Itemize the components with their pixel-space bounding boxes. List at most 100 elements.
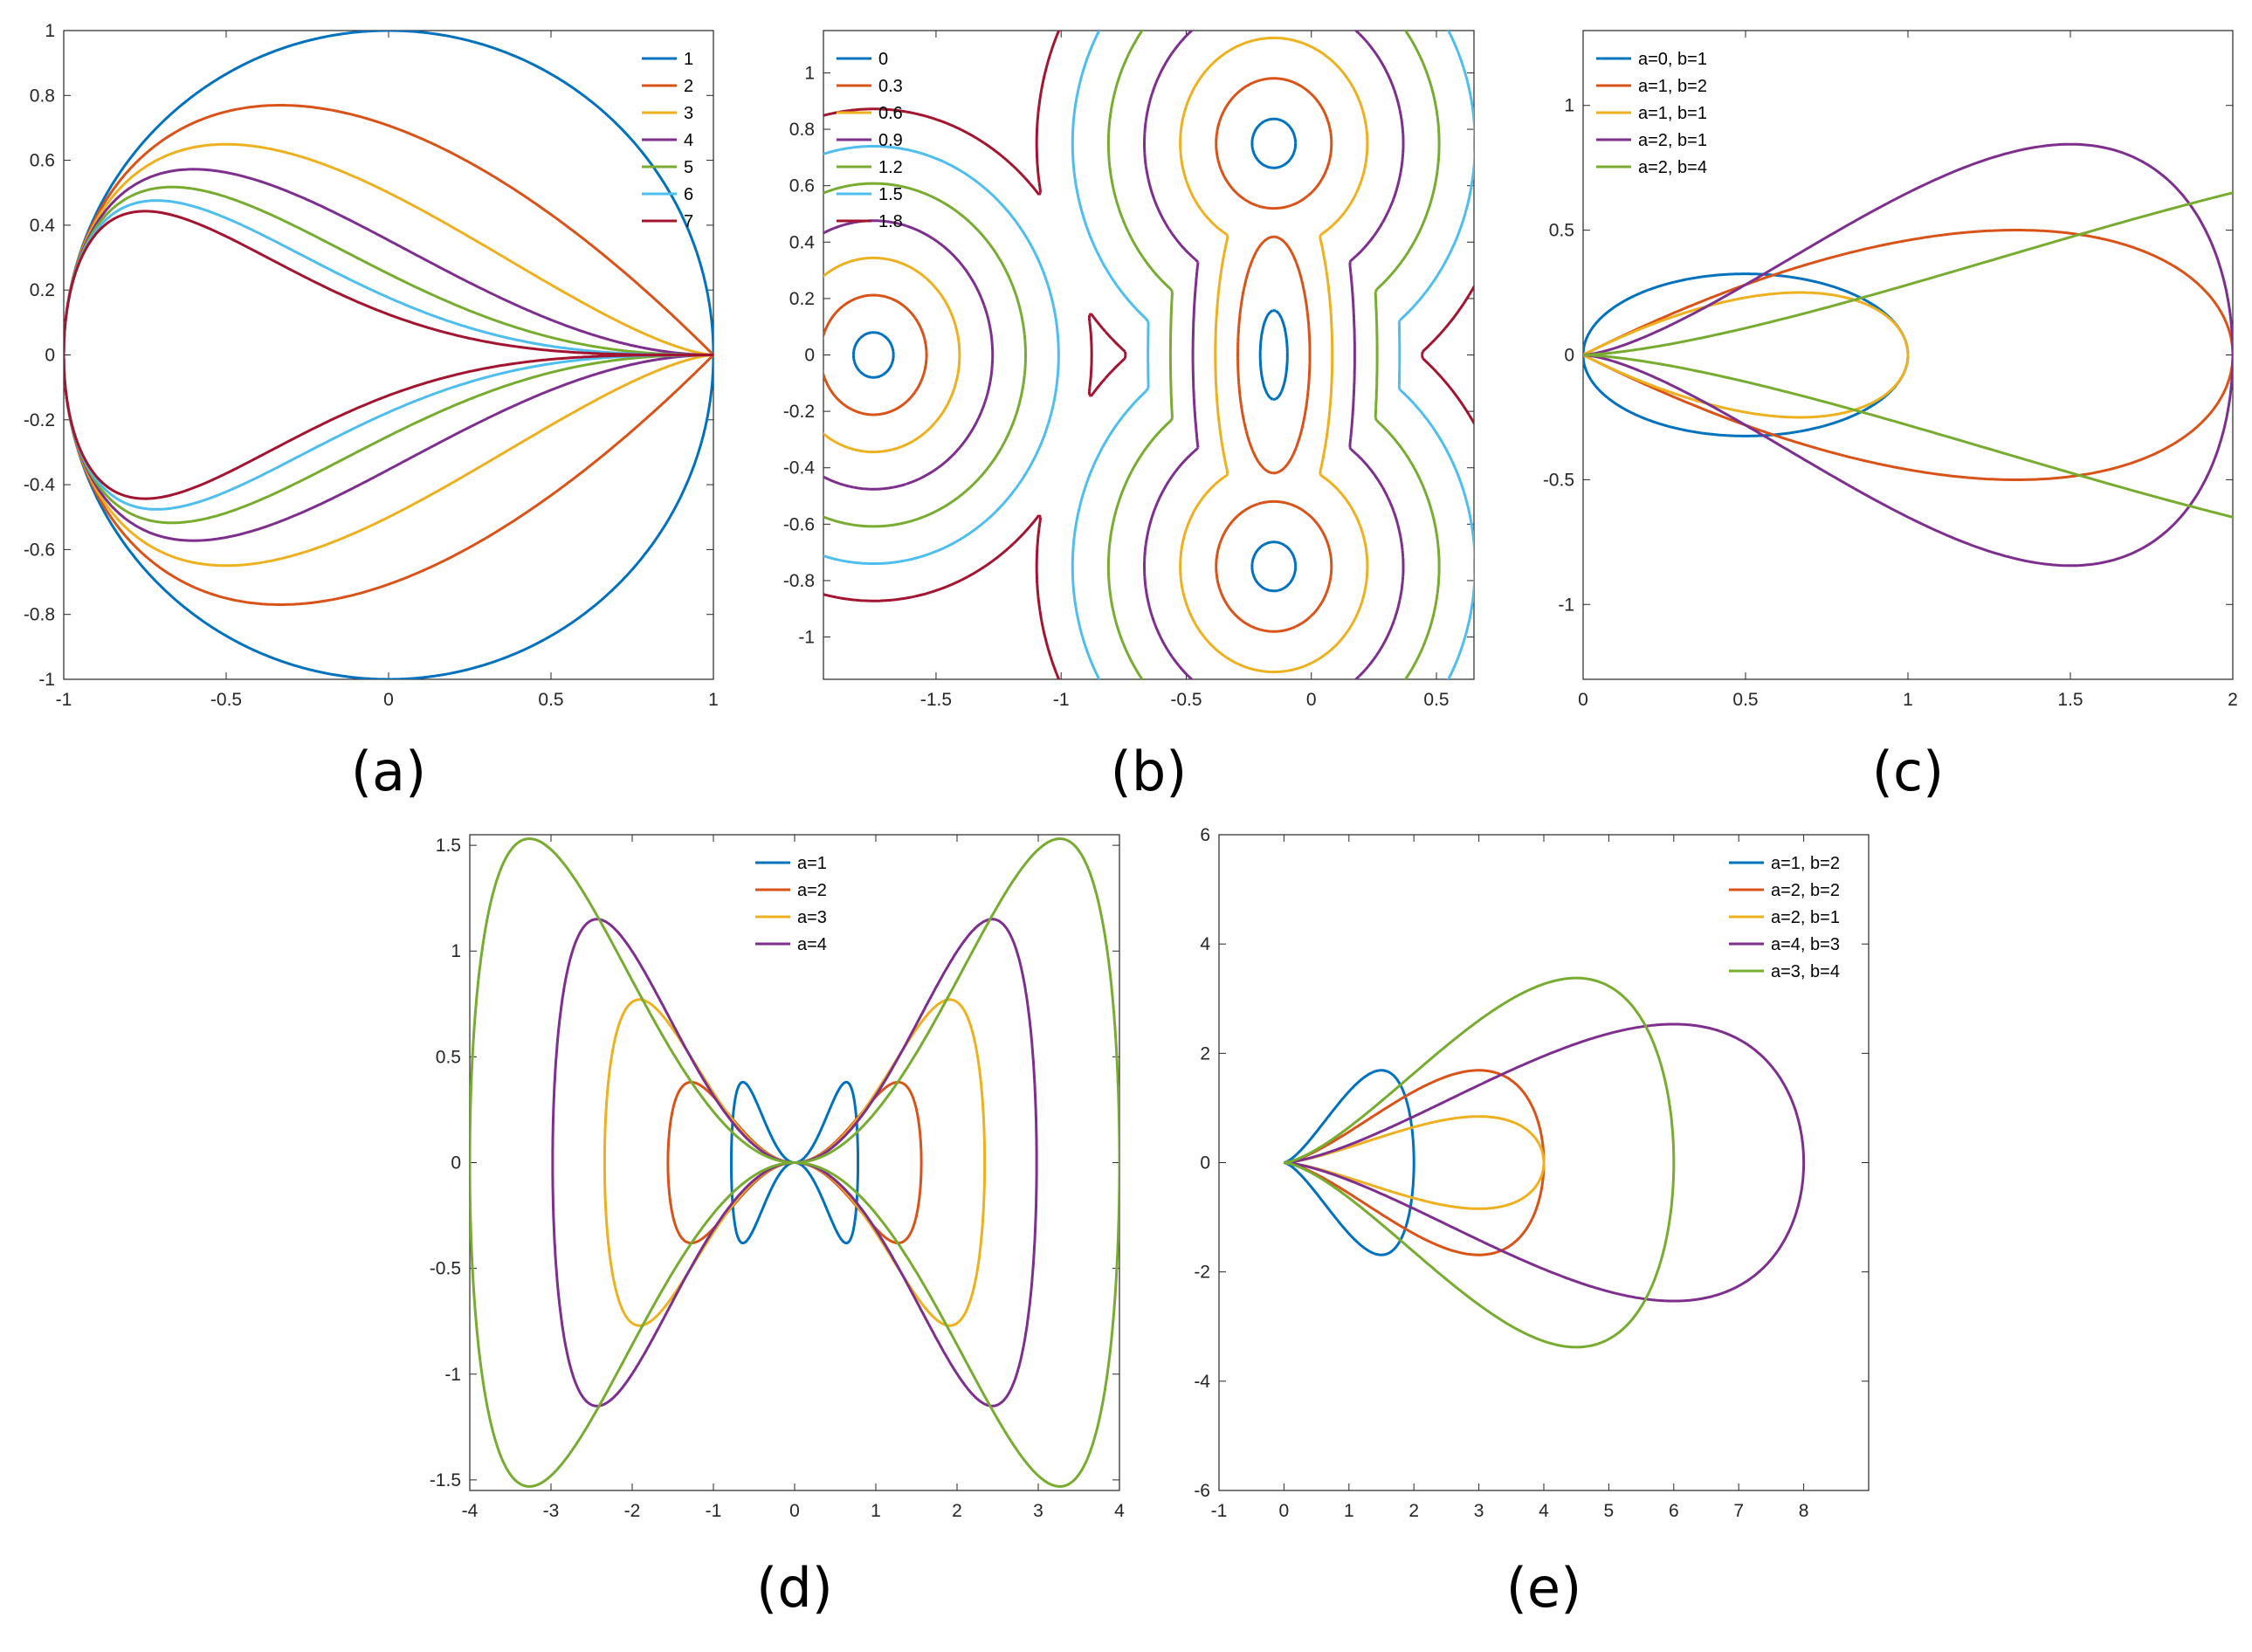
y-tick-label: 0.2	[30, 280, 55, 300]
series-line-c-a=2, b=1	[1583, 142, 2233, 568]
x-tick-label: 0.5	[1423, 690, 1449, 710]
series-line-a-6	[64, 199, 713, 511]
legend-d: a=1 a=2 a=3 a=4	[755, 854, 827, 954]
y-tick-label: -0.4	[783, 458, 816, 478]
legend-label: 0.6	[878, 104, 903, 123]
legend-label: a=2	[797, 881, 827, 900]
series-line-e-a=4, b=3	[1283, 1022, 1806, 1303]
x-tick-label: -3	[543, 1501, 560, 1521]
y-tick-label: 0.6	[789, 176, 815, 196]
y-tick-label: 0	[45, 346, 55, 366]
y-tick-label: 0.6	[30, 151, 55, 171]
legend-label: a=2, b=1	[1771, 908, 1840, 927]
y-tick-label: 0.4	[789, 232, 816, 252]
y-tick-label: -0.2	[24, 410, 55, 430]
y-tick-label: 0.5	[436, 1047, 461, 1067]
legend-label: a=2, b=4	[1638, 158, 1707, 177]
y-tick-label: -1	[38, 670, 55, 690]
x-tick-label: 8	[1799, 1501, 1809, 1521]
legend-label: 1.2	[878, 158, 903, 177]
y-tick-label: -1.5	[430, 1470, 461, 1490]
y-tick-label: -1	[798, 628, 815, 648]
x-tick-label: 3	[1474, 1501, 1484, 1521]
legend-e: a=1, b=2 a=2, b=2 a=2, b=1 a=4, b=3 a=3, b=4	[1729, 854, 1840, 981]
x-tick-label: 0	[1578, 690, 1588, 710]
caption-b: (b)	[1111, 740, 1188, 803]
y-tick-label: -0.6	[783, 514, 815, 534]
y-tick-label: 6	[1200, 825, 1210, 845]
x-tick-label: 1	[1344, 1501, 1354, 1521]
series-line-a-4	[64, 168, 713, 542]
caption-a: (a)	[351, 740, 426, 803]
y-tick-label: -2	[1194, 1263, 1210, 1283]
y-tick-label: 0	[451, 1153, 461, 1174]
y-tick-label: 0.5	[1549, 221, 1574, 241]
y-tick-label: 1	[804, 63, 815, 83]
legend-label: a=2, b=1	[1638, 131, 1707, 150]
legend-a: 1 2 3 4 5 6 7	[642, 50, 693, 231]
legend-label: a=1	[797, 854, 827, 873]
x-tick-label: 0	[383, 690, 394, 710]
plot-area-d	[470, 837, 1119, 1488]
series-line-e-a=2, b=1	[1283, 1115, 1546, 1210]
series-line-d-extra	[470, 837, 1119, 1488]
legend-label: a=4, b=3	[1771, 935, 1840, 954]
y-tick-label: 1	[1564, 96, 1574, 116]
x-tick-label: -4	[462, 1501, 479, 1521]
series-line-c-a=2, b=4	[1583, 191, 2233, 519]
x-tick-label: 2	[952, 1501, 962, 1521]
y-tick-label: -0.8	[24, 605, 55, 625]
series-line-b-0.3	[823, 77, 1333, 633]
legend-label: 2	[684, 77, 693, 96]
x-tick-label: 0	[1279, 1501, 1290, 1521]
y-tick-label: 0.4	[30, 216, 56, 236]
x-tick-label: 3	[1033, 1501, 1043, 1521]
y-tick-label: 0	[804, 346, 815, 366]
x-tick-label: 4	[1114, 1501, 1125, 1521]
y-tick-label: -0.5	[430, 1259, 461, 1279]
x-tick-label: -2	[624, 1501, 641, 1521]
series-line-a-3	[64, 142, 713, 568]
y-tick-label: -0.5	[1543, 470, 1574, 490]
legend-label: a=4	[797, 935, 827, 954]
legend-label: 0.9	[878, 131, 903, 150]
legend-label: 4	[684, 131, 693, 150]
series-line-b-0.9	[823, 31, 1405, 679]
plot-area-e	[1283, 976, 1806, 1349]
legend-c: a=0, b=1 a=1, b=2 a=1, b=1 a=2, b=1 a=2, b=4	[1596, 50, 1707, 177]
y-tick-label: 1.5	[436, 836, 461, 856]
caption-c: (c)	[1872, 740, 1944, 803]
series-line-b-1.8	[823, 31, 1474, 679]
legend-b: 0 0.3 0.6 0.9 1.2 1.5 1.8	[837, 50, 903, 231]
series-line-b-0	[851, 117, 1298, 593]
panel-d: -4 -3 -2 -1 0 1 2 3 4 -1.5 -1 -0.5 0 0.5 1 1.5 a=1 a=2 a=3…	[430, 834, 1125, 1620]
plot-area-a	[64, 31, 713, 679]
x-tick-label: -1	[1211, 1501, 1228, 1521]
y-tick-label: -1	[1558, 595, 1574, 615]
y-tick-label: 0.2	[789, 289, 815, 309]
y-tick-label: -0.8	[783, 571, 815, 591]
legend-label: a=1, b=2	[1638, 77, 1707, 96]
x-tick-label: 1	[1903, 690, 1913, 710]
y-tick-label: 0	[1564, 346, 1574, 366]
x-tick-label: 2	[1408, 1501, 1419, 1521]
legend-label: a=3	[797, 908, 827, 927]
legend-label: 1	[684, 50, 693, 69]
x-tick-label: 1	[871, 1501, 881, 1521]
series-line-b-1.5	[823, 31, 1474, 679]
x-tick-label: 1.5	[2057, 690, 2083, 710]
x-tick-label: -1	[56, 690, 72, 710]
series-line-b-1.2	[823, 31, 1441, 679]
legend-label: 7	[684, 212, 693, 231]
panel-b: -1.5 -1 -0.5 0 0.5 -1 -0.8 -0.6 -0.4 -0.2 0 0.2 0.4 0…	[783, 30, 1475, 803]
y-tick-label: 0.8	[30, 86, 55, 106]
series-line-b-0.6	[823, 36, 1369, 674]
series-line-a-2	[64, 104, 713, 606]
y-tick-label: -6	[1194, 1481, 1210, 1501]
series-line-a-7	[64, 210, 713, 500]
y-tick-label: -0.6	[24, 540, 55, 560]
x-tick-label: -0.5	[210, 690, 242, 710]
x-tick-label: -1	[706, 1501, 722, 1521]
legend-label: a=3, b=4	[1771, 962, 1840, 981]
